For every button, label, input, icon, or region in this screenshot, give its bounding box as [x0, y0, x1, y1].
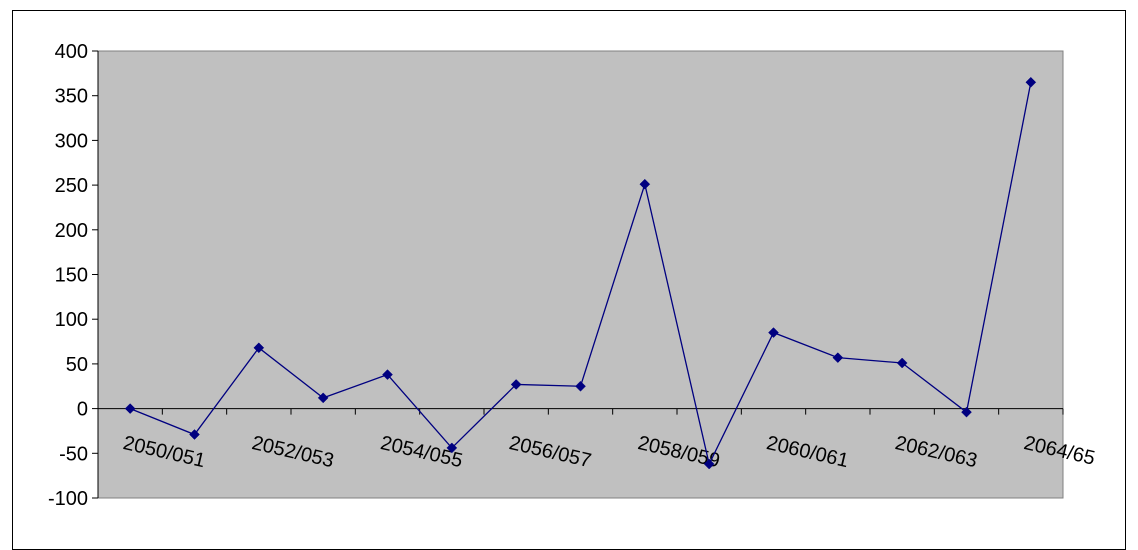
- y-tick-label: 300: [55, 130, 88, 152]
- data-point: [575, 380, 586, 392]
- y-tick-label: -100: [48, 488, 88, 510]
- y-tick-label: 250: [55, 175, 88, 197]
- y-tick-label: 0: [77, 399, 88, 421]
- data-point: [189, 429, 200, 440]
- y-tick-label: 150: [55, 265, 88, 287]
- data-point: [510, 379, 522, 390]
- y-tick-label: 50: [66, 354, 88, 376]
- data-point: [832, 352, 844, 363]
- y-tick-label: 350: [55, 86, 88, 108]
- data-point: [703, 458, 715, 470]
- data-point: [896, 357, 908, 369]
- data-point: [961, 406, 972, 418]
- y-tick-label: 100: [55, 309, 88, 331]
- chart-frame: -100 -50 0 50 100 150 200 250 300 350 400 2050/051 2…: [12, 10, 1126, 550]
- y-tick-label: 400: [55, 41, 88, 63]
- data-point: [768, 327, 779, 338]
- data-point: [639, 178, 651, 190]
- plot-area: [97, 50, 1064, 499]
- data-point: [446, 442, 458, 454]
- y-tick-label: -50: [59, 443, 88, 465]
- data-point: [382, 369, 393, 380]
- data-point: [253, 342, 265, 354]
- data-point: [317, 392, 329, 404]
- data-point: [124, 403, 136, 414]
- data-point: [1025, 76, 1037, 88]
- y-tick-label: 200: [55, 220, 88, 242]
